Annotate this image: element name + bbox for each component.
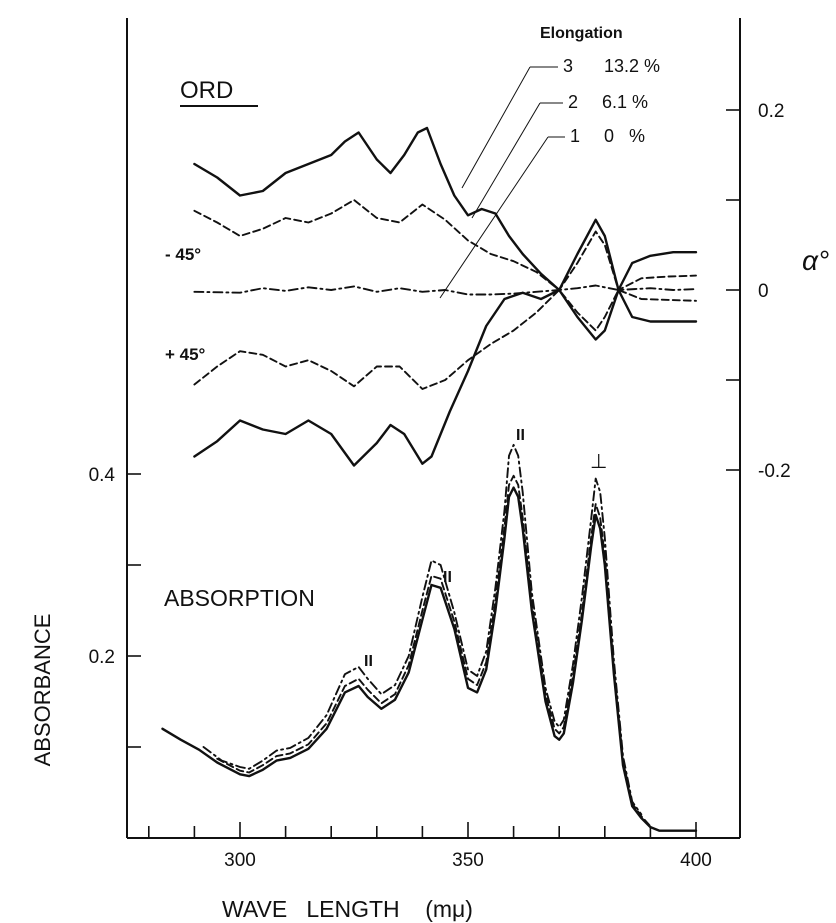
leader-line-1-diag xyxy=(439,136,549,299)
ord-series-5 xyxy=(193,288,698,467)
absorption-series-1 xyxy=(161,486,698,832)
left-y-ticks: 0.2 0.4 xyxy=(89,465,141,748)
absorption-title: ABSORPTION xyxy=(164,585,315,611)
peak-marks: II II II ⊥ xyxy=(364,427,607,670)
ord-series-4 xyxy=(193,289,697,390)
right-y-ticks: 0.2 0 -0.2 xyxy=(726,101,791,482)
legend-num-3: 3 xyxy=(563,56,573,76)
absorption-series-2 xyxy=(216,474,652,828)
ord-series-1 xyxy=(193,126,698,292)
ord-curves xyxy=(193,126,698,467)
left-y-tick-label: 0.2 xyxy=(89,647,115,668)
left-axis-title: ABSORBANCE xyxy=(30,614,55,767)
peak-mark: II xyxy=(516,427,525,444)
absorption-curves xyxy=(161,443,698,832)
legend: 3 13.2 % 2 6.1 % 1 0 % xyxy=(439,56,660,299)
minus45-label: - 45° xyxy=(165,245,201,264)
absorption-series-3 xyxy=(202,443,643,816)
x-tick-label: 300 xyxy=(224,850,256,871)
right-y-tick-label: -0.2 xyxy=(758,461,791,482)
plus45-label: + 45° xyxy=(165,345,206,364)
legend-value-2: 6.1 % xyxy=(602,92,648,112)
ord-title: ORD xyxy=(180,77,233,104)
x-tick-label: 400 xyxy=(680,850,712,871)
right-axis-title: α° xyxy=(802,245,829,276)
legend-value-3: 13.2 % xyxy=(604,56,660,76)
legend-num-1: 1 xyxy=(570,126,580,146)
peak-mark: II xyxy=(443,569,452,586)
right-y-tick-label: 0 xyxy=(758,281,769,302)
x-ticks: 300 350 400 xyxy=(148,822,712,871)
x-axis-title: WAVE LENGTH (mμ) xyxy=(222,896,473,922)
leader-line-3-diag xyxy=(461,66,531,189)
legend-value-1: 0 % xyxy=(604,126,645,146)
elongation-header: Elongation xyxy=(540,25,623,42)
left-y-tick-label: 0.4 xyxy=(89,465,116,486)
x-tick-label: 350 xyxy=(452,850,484,871)
ord-series-2 xyxy=(193,199,697,291)
peak-mark: II xyxy=(364,653,373,670)
peak-mark: ⊥ xyxy=(590,451,607,473)
right-y-tick-label: 0.2 xyxy=(758,101,784,122)
legend-num-2: 2 xyxy=(568,92,578,112)
leader-line-2-diag xyxy=(471,102,541,219)
